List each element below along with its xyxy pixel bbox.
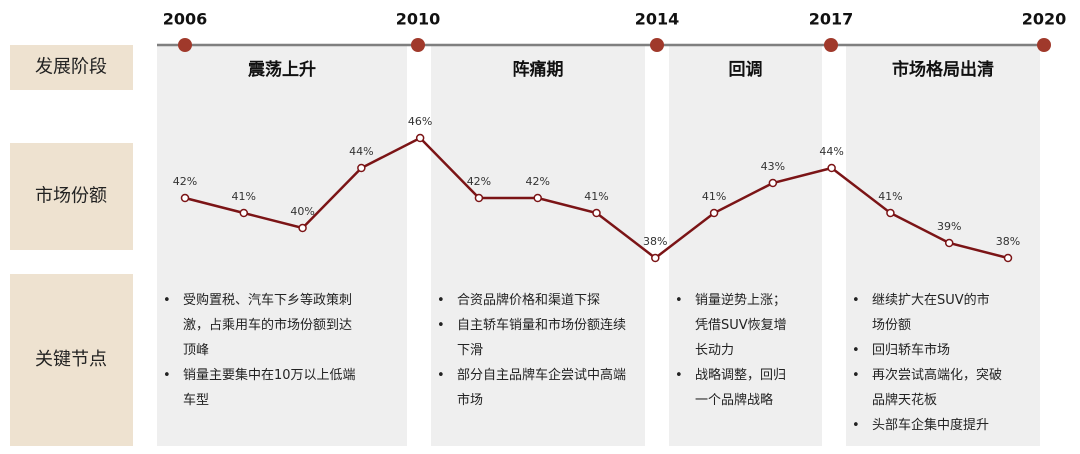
share-point: [768, 178, 778, 188]
year-label: 2020: [1022, 10, 1067, 29]
year-label: 2014: [635, 10, 680, 29]
bullet: 继续扩大在SUV的市场份额: [852, 288, 1002, 338]
timeline-dot: [650, 38, 664, 52]
share-label: 41%: [878, 190, 902, 203]
bullet: 销量逆势上涨；凭借SUV恢复增长动力: [675, 288, 795, 363]
bullet: 头部车企集中度提升: [852, 413, 1002, 438]
bullet-list: 受购置税、汽车下乡等政策刺激，占乘用车的市场份额到达顶峰销量主要集中在10万以上…: [161, 288, 358, 413]
share-label: 46%: [408, 115, 432, 128]
share-label: 41%: [584, 190, 608, 203]
share-label: 41%: [232, 190, 256, 203]
bullet: 自主轿车销量和市场份额连续下滑: [437, 313, 627, 363]
share-label: 42%: [525, 175, 549, 188]
bullet-list: 销量逆势上涨；凭借SUV恢复增长动力战略调整，回归一个品牌战略: [673, 288, 795, 413]
share-label: 44%: [819, 145, 843, 158]
share-point: [651, 253, 660, 263]
share-point: [944, 238, 954, 248]
share-label: 38%: [643, 235, 667, 248]
share-label: 42%: [173, 175, 197, 188]
share-point: [415, 133, 425, 143]
share-label: 39%: [937, 220, 961, 233]
share-label: 44%: [349, 145, 373, 158]
phase-title: 阵痛期: [513, 59, 564, 80]
share-label: 43%: [761, 160, 785, 173]
bullet: 回归轿车市场: [852, 338, 1002, 363]
share-point: [886, 208, 895, 218]
timeline-dot: [824, 38, 838, 52]
timeline-dot: [411, 38, 425, 52]
share-point: [709, 208, 719, 218]
share-label: 40%: [290, 205, 314, 218]
share-point: [533, 193, 542, 203]
year-label: 2017: [809, 10, 854, 29]
year-label: 2010: [396, 10, 441, 29]
year-label: 2006: [163, 10, 208, 29]
share-point: [592, 208, 601, 218]
bullet: 销量主要集中在10万以上低端车型: [163, 363, 358, 413]
share-point: [239, 208, 249, 218]
share-point: [357, 163, 366, 173]
bullet: 再次尝试高端化，突破品牌天花板: [852, 363, 1002, 413]
share-label: 41%: [702, 190, 726, 203]
bullet: 部分自主品牌车企尝试中高端市场: [437, 363, 627, 413]
phase-title: 回调: [729, 60, 763, 80]
phase-title: 震荡上升: [247, 60, 316, 80]
row-label: 发展阶段: [35, 57, 107, 78]
share-label: 38%: [996, 235, 1020, 248]
bullet-list: 合资品牌价格和渠道下探自主轿车销量和市场份额连续下滑部分自主品牌车企尝试中高端市…: [435, 288, 627, 413]
row-label: 市场份额: [35, 186, 107, 207]
bullet: 战略调整，回归一个品牌战略: [675, 363, 795, 413]
bullet: 合资品牌价格和渠道下探: [437, 288, 627, 313]
share-label: 42%: [467, 175, 491, 188]
phase-title: 市场格局出清: [892, 59, 994, 80]
timeline-dot: [178, 38, 192, 52]
share-point: [298, 223, 307, 233]
timeline-dot: [1037, 38, 1051, 52]
bullet: 受购置税、汽车下乡等政策刺激，占乘用车的市场份额到达顶峰: [163, 288, 358, 363]
row-box: [10, 45, 133, 90]
row-box: [10, 143, 133, 250]
share-point: [827, 163, 836, 173]
share-point: [1003, 253, 1013, 263]
bullet-list: 继续扩大在SUV的市场份额回归轿车市场再次尝试高端化，突破品牌天花板头部车企集中…: [850, 288, 1002, 438]
row-box: [10, 274, 133, 446]
share-point: [180, 193, 190, 203]
row-label: 关键节点: [35, 349, 107, 370]
share-point: [474, 193, 484, 203]
